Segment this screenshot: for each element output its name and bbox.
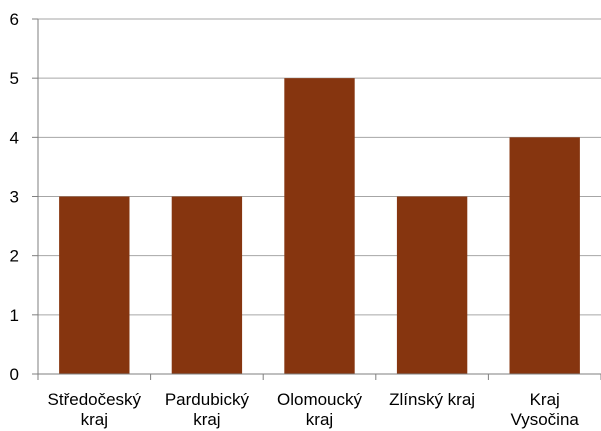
bar	[284, 78, 355, 375]
x-tick-label: kraj	[193, 410, 220, 429]
x-tick-label: Olomoucký	[277, 390, 363, 409]
x-tick-label: Vysočina	[511, 410, 580, 429]
x-tick-label: kraj	[81, 410, 108, 429]
bar	[396, 196, 468, 374]
y-tick-label: 0	[10, 365, 19, 384]
y-tick-label: 4	[10, 128, 19, 147]
x-tick-label: Pardubický	[165, 390, 250, 409]
y-tick-label: 3	[10, 188, 19, 207]
bar	[59, 196, 130, 374]
bars	[59, 78, 580, 375]
x-tick-labels: StředočeskýkrajPardubickýkrajOlomouckýkr…	[48, 390, 580, 429]
bar	[171, 196, 243, 374]
y-tick-label: 5	[10, 69, 19, 88]
x-tick-label: kraj	[306, 410, 333, 429]
axes	[32, 18, 601, 380]
x-tick-label: Kraj	[530, 390, 560, 409]
x-tick-label: Zlínský kraj	[389, 390, 475, 409]
y-tick-label: 1	[10, 306, 19, 325]
y-tick-label: 6	[10, 10, 19, 29]
x-tick-label: Středočeský	[48, 390, 142, 409]
y-tick-label: 2	[10, 247, 19, 266]
y-tick-labels: 0 1 2 3 4 5 6	[10, 10, 19, 384]
bar	[509, 137, 580, 374]
